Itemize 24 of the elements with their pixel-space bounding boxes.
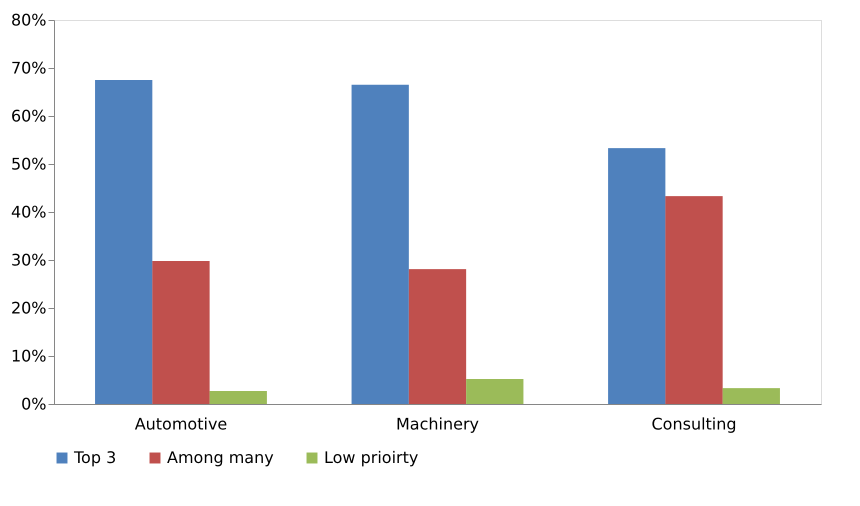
bar [466, 379, 524, 404]
bar [95, 80, 152, 404]
bar [722, 388, 780, 404]
y-tick-label: 60% [10, 106, 46, 126]
bar [608, 148, 666, 404]
bar [210, 391, 267, 404]
bar [152, 260, 210, 404]
y-tick-label: 20% [10, 298, 46, 318]
bar [352, 84, 409, 404]
y-tick-label: 40% [10, 202, 46, 222]
x-tick-label: Machinery [396, 414, 480, 434]
bar [408, 269, 466, 404]
legend-label: Top 3 [73, 448, 116, 467]
y-tick-label: 0% [21, 394, 46, 414]
y-tick-label: 70% [10, 58, 46, 78]
y-tick-label: 80% [10, 10, 46, 30]
legend-label: Low prioirty [324, 448, 418, 467]
y-tick-label: 50% [10, 154, 46, 174]
y-tick-label: 10% [10, 346, 46, 366]
y-tick-label: 30% [10, 250, 46, 270]
bar [665, 196, 723, 404]
x-tick-label: Automotive [134, 414, 228, 434]
x-tick-label: Consulting [652, 414, 737, 434]
legend-label: Among many [167, 448, 274, 467]
